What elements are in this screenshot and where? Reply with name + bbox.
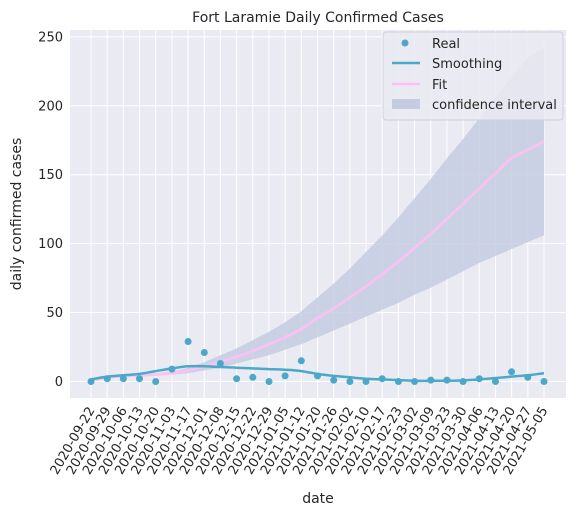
fit-line bbox=[90, 140, 545, 382]
real-data-point bbox=[378, 375, 386, 383]
real-data-point bbox=[443, 376, 451, 384]
real-data-point bbox=[265, 378, 273, 385]
real-data-point bbox=[314, 372, 321, 380]
real-data-point bbox=[394, 378, 402, 385]
legend-ci-swatch bbox=[392, 99, 420, 109]
real-data-point bbox=[411, 378, 419, 385]
real-data-point bbox=[152, 378, 160, 385]
real-data-point bbox=[168, 365, 176, 373]
y-tick-label: 250 bbox=[38, 30, 63, 45]
legend-real-label: Real bbox=[432, 37, 460, 52]
real-data-point bbox=[297, 357, 305, 365]
legend-smoothing-label: Smoothing bbox=[432, 57, 502, 72]
real-data-point bbox=[475, 375, 483, 383]
real-data-point bbox=[346, 378, 354, 385]
real-data-point bbox=[136, 375, 143, 383]
confidence-interval-band bbox=[91, 47, 544, 382]
real-data-point bbox=[281, 372, 289, 380]
real-data-point bbox=[103, 375, 111, 383]
real-data-point bbox=[362, 378, 370, 385]
point-layer bbox=[87, 338, 548, 385]
y-axis-label: daily confirmed cases bbox=[9, 138, 25, 291]
y-tick-label: 0 bbox=[55, 375, 63, 390]
real-data-point bbox=[524, 373, 532, 381]
legend-ci-label: confidence interval bbox=[432, 98, 557, 113]
y-tick-label: 150 bbox=[38, 168, 63, 183]
real-data-point bbox=[508, 368, 516, 376]
y-tick-labels: 0 50 100 150 200 250 bbox=[38, 30, 63, 390]
real-data-point bbox=[216, 360, 224, 367]
real-data-point bbox=[249, 373, 257, 381]
real-data-point bbox=[233, 375, 241, 383]
legend-real-marker bbox=[401, 39, 409, 47]
real-data-point bbox=[119, 375, 127, 383]
real-data-point bbox=[492, 378, 499, 385]
confidence-band-layer bbox=[91, 47, 544, 382]
real-data-point bbox=[184, 338, 192, 345]
y-tick-label: 100 bbox=[38, 237, 63, 252]
legend: Real Smoothing Fit confidence interval bbox=[382, 31, 564, 121]
real-data-point bbox=[330, 376, 338, 384]
legend-box bbox=[382, 31, 564, 121]
y-tick-label: 200 bbox=[38, 99, 63, 114]
real-data-point bbox=[540, 378, 548, 385]
x-axis-label: date bbox=[302, 491, 334, 507]
x-tick-labels: 2020-09-222020-09-292020-10-062020-10-13… bbox=[48, 404, 552, 477]
legend-fit-label: Fit bbox=[432, 78, 447, 93]
real-data-point bbox=[459, 378, 467, 385]
chart-title: Fort Laramie Daily Confirmed Cases bbox=[192, 10, 444, 26]
real-data-point bbox=[87, 378, 95, 385]
real-data-point bbox=[427, 376, 435, 384]
real-data-point bbox=[200, 349, 208, 356]
y-tick-label: 50 bbox=[46, 306, 63, 321]
